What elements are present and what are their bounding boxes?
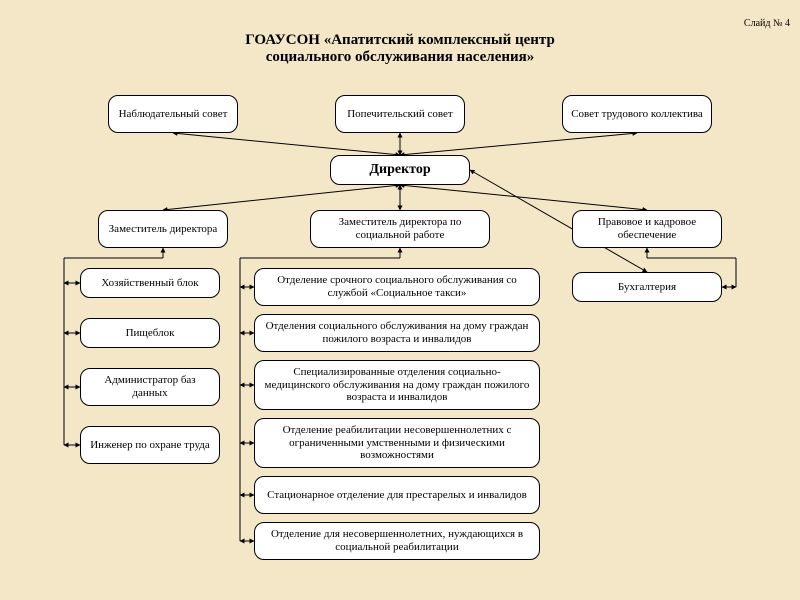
node-director: Директор bbox=[330, 155, 470, 185]
node-food: Пищеблок bbox=[80, 318, 220, 348]
slide-number: Слайд № 4 bbox=[700, 18, 790, 29]
node-dept_medhome: Специализированные отделения социально-м… bbox=[254, 360, 540, 410]
node-trustees: Попечительский совет bbox=[335, 95, 465, 133]
node-supervisory: Наблюдательный совет bbox=[108, 95, 238, 133]
node-dept_station: Стационарное отделение для престарелых и… bbox=[254, 476, 540, 514]
node-dept_urgent: Отделение срочного социального обслужива… bbox=[254, 268, 540, 306]
node-legal_hr: Правовое и кадровое обеспечение bbox=[572, 210, 722, 248]
node-safety_eng: Инженер по охране труда bbox=[80, 426, 220, 464]
node-deputy_social: Заместитель директора по социальной рабо… bbox=[310, 210, 490, 248]
node-accounting: Бухгалтерия bbox=[572, 272, 722, 302]
page-title: ГОАУСОН «Апатитский комплексный центр со… bbox=[180, 32, 620, 66]
node-db_admin: Администратор баз данных bbox=[80, 368, 220, 406]
node-deputy: Заместитель директора bbox=[98, 210, 228, 248]
node-labor_council: Совет трудового коллектива bbox=[562, 95, 712, 133]
node-economic: Хозяйственный блок bbox=[80, 268, 220, 298]
node-dept_rehab: Отделение реабилитации несовершеннолетни… bbox=[254, 418, 540, 468]
org-chart: Слайд № 4 ГОАУСОН «Апатитский комплексны… bbox=[0, 0, 800, 600]
node-dept_minors: Отделение для несовершеннолетних, нуждаю… bbox=[254, 522, 540, 560]
node-dept_home: Отделения социального обслуживания на до… bbox=[254, 314, 540, 352]
